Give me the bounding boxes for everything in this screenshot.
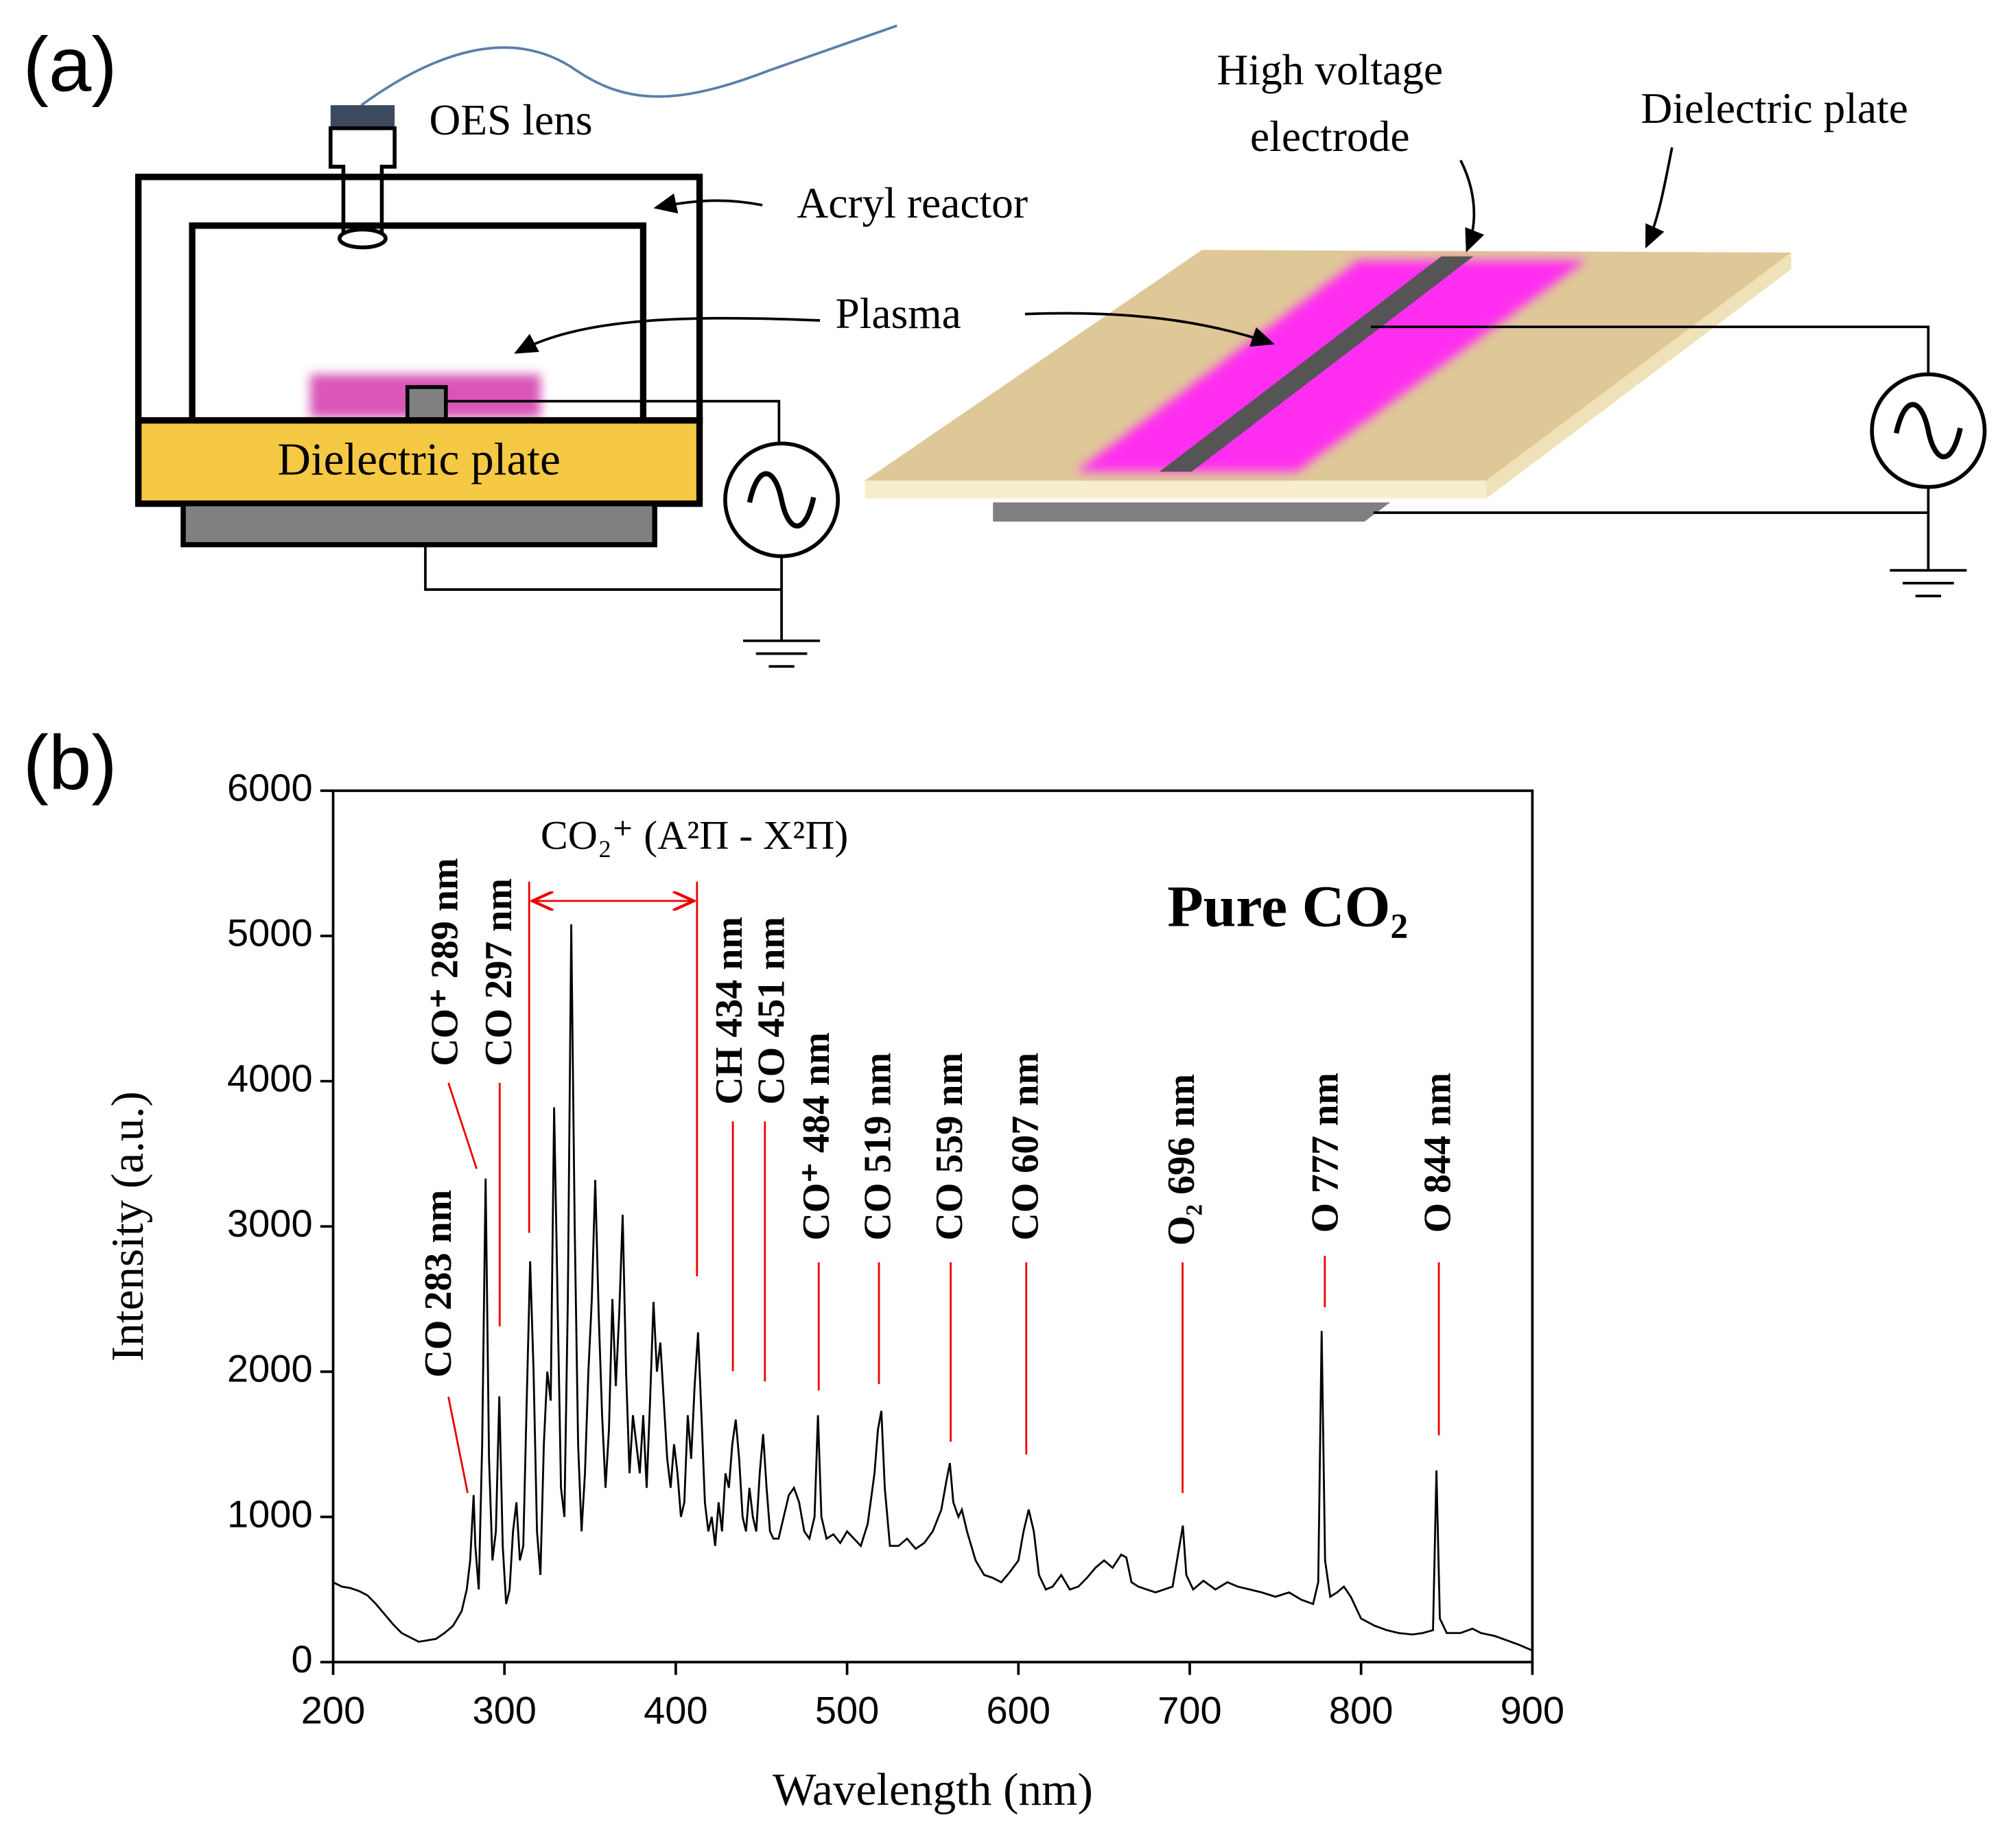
y-tick-label: 6000 xyxy=(227,766,313,809)
peak-label: CO 607 nm xyxy=(1004,1053,1046,1241)
spectrum-line xyxy=(332,924,1533,1652)
label: Plasma xyxy=(836,289,961,338)
peak-label: CO 451 nm xyxy=(751,917,793,1105)
x-tick-label: 200 xyxy=(301,1689,365,1732)
y-tick-label: 1000 xyxy=(227,1492,313,1535)
x-tick-label: 600 xyxy=(987,1689,1050,1732)
y-tick-label: 2000 xyxy=(227,1347,313,1390)
y-tick-label: 4000 xyxy=(227,1056,313,1099)
x-tick-label: 400 xyxy=(644,1689,707,1732)
peak-label: CO⁺ 484 nm xyxy=(795,1032,838,1240)
band-bracket xyxy=(528,881,698,1277)
panel-label: (b) xyxy=(23,720,117,806)
x-tick-label: 500 xyxy=(815,1689,879,1732)
peak-pointer xyxy=(447,1396,469,1493)
band-label: CO₂⁺ (A²Π - X²Π) xyxy=(541,812,848,858)
x-tick-label: 700 xyxy=(1158,1689,1221,1732)
label: OES lens xyxy=(430,95,593,144)
peak-label: CO⁺ 289 nm xyxy=(423,858,466,1066)
peak-label: CO 559 nm xyxy=(928,1053,971,1241)
label: High voltage xyxy=(1217,45,1443,94)
peak-label: O 777 nm xyxy=(1304,1073,1346,1232)
label: electrode xyxy=(1250,112,1410,161)
x-tick-label: 300 xyxy=(472,1689,536,1732)
plate-schematic xyxy=(865,147,1987,598)
y-tick-label: 5000 xyxy=(227,911,313,955)
peak-pointer xyxy=(447,1082,478,1169)
label: Dielectric plate xyxy=(1641,84,1908,132)
peak-label: CO 283 nm xyxy=(417,1190,460,1378)
peak-label: CO 519 nm xyxy=(857,1053,900,1241)
x-axis-label: Wavelength (nm) xyxy=(773,1764,1093,1815)
x-tick-label: 800 xyxy=(1329,1689,1393,1732)
label: Acryl reactor xyxy=(797,178,1028,227)
x-tick-label: 900 xyxy=(1501,1689,1564,1732)
y-axis-label: Intensity (a.u.) xyxy=(102,1091,153,1361)
chart-title: Pure CO₂ xyxy=(1167,873,1408,939)
peak-label: O₂ 696 nm xyxy=(1160,1074,1203,1245)
y-tick-label: 0 xyxy=(291,1637,312,1681)
y-tick-label: 3000 xyxy=(227,1202,313,1245)
peak-label: CO 297 nm xyxy=(478,878,520,1066)
label: Dielectric plate xyxy=(277,434,560,485)
peak-label: O 844 nm xyxy=(1417,1073,1459,1232)
reactor-schematic xyxy=(135,24,897,668)
peak-label: CH 434 nm xyxy=(708,917,751,1105)
panel-label: (a) xyxy=(23,21,117,107)
